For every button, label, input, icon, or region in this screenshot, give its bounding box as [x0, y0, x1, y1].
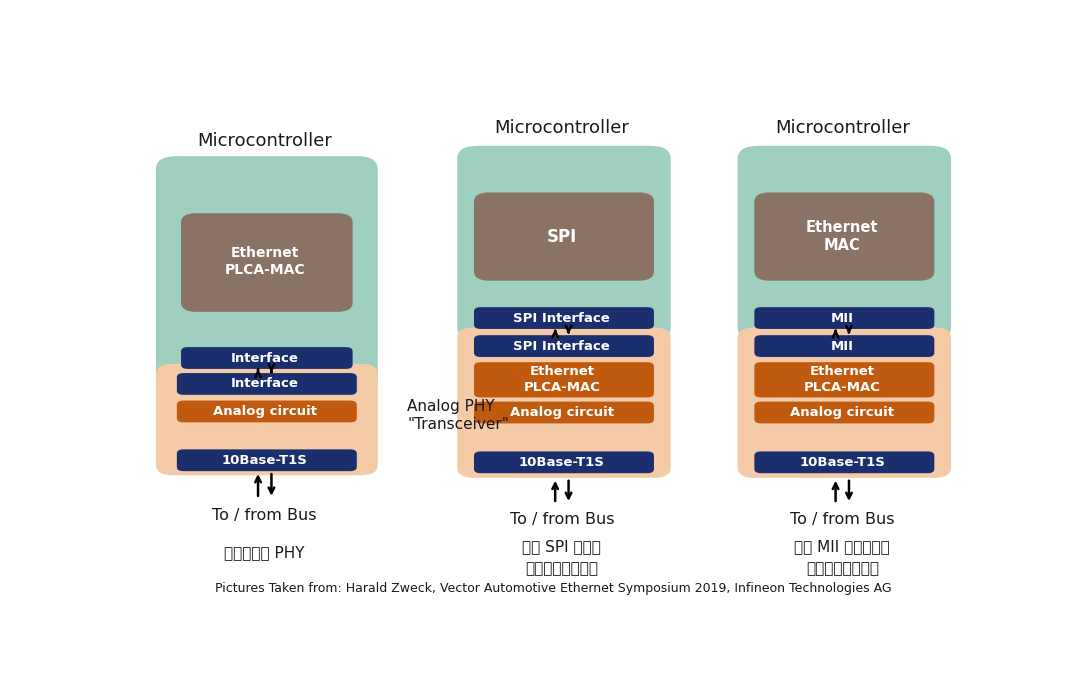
FancyBboxPatch shape	[457, 146, 671, 340]
Text: Analog PHY
"Transceiver": Analog PHY "Transceiver"	[407, 399, 509, 433]
Text: 处理器集成 PHY: 处理器集成 PHY	[225, 546, 305, 561]
FancyBboxPatch shape	[177, 450, 356, 471]
Text: 通过 MII 标准接口与
专用收发芯片连接: 通过 MII 标准接口与 专用收发芯片连接	[795, 539, 890, 576]
FancyBboxPatch shape	[156, 156, 378, 392]
FancyBboxPatch shape	[754, 307, 934, 329]
FancyBboxPatch shape	[181, 347, 352, 369]
Text: Analog circuit: Analog circuit	[213, 405, 316, 418]
Text: MII: MII	[831, 311, 854, 325]
FancyBboxPatch shape	[474, 452, 653, 473]
FancyBboxPatch shape	[738, 146, 951, 340]
Text: Pictures Taken from: Harald Zweck, Vector Automotive Ethernet Symposium 2019, In: Pictures Taken from: Harald Zweck, Vecto…	[215, 582, 892, 595]
Text: Ethernet
PLCA-MAC: Ethernet PLCA-MAC	[524, 365, 600, 394]
FancyBboxPatch shape	[754, 452, 934, 473]
Text: Microcontroller: Microcontroller	[774, 119, 909, 137]
FancyBboxPatch shape	[474, 307, 653, 329]
FancyBboxPatch shape	[754, 193, 934, 280]
FancyBboxPatch shape	[474, 362, 653, 398]
FancyBboxPatch shape	[474, 402, 653, 423]
Text: To / from Bus: To / from Bus	[789, 512, 894, 527]
FancyBboxPatch shape	[474, 335, 653, 357]
Text: Ethernet
PLCA-MAC: Ethernet PLCA-MAC	[804, 365, 880, 394]
Text: Interface: Interface	[231, 352, 299, 365]
Text: Microcontroller: Microcontroller	[198, 131, 333, 150]
Text: To / from Bus: To / from Bus	[213, 508, 318, 523]
FancyBboxPatch shape	[474, 193, 653, 280]
Text: To / from Bus: To / from Bus	[510, 512, 615, 527]
FancyBboxPatch shape	[738, 328, 951, 478]
Text: Analog circuit: Analog circuit	[791, 406, 894, 419]
Text: Interface: Interface	[231, 377, 299, 390]
FancyBboxPatch shape	[754, 402, 934, 423]
Text: 10Base-T1S: 10Base-T1S	[518, 456, 605, 469]
FancyBboxPatch shape	[754, 335, 934, 357]
FancyBboxPatch shape	[457, 328, 671, 478]
Text: 通过 SPI 接口与
专用收发芯片连接: 通过 SPI 接口与 专用收发芯片连接	[523, 539, 602, 576]
Text: Ethernet
PLCA-MAC: Ethernet PLCA-MAC	[225, 246, 305, 277]
Text: Analog circuit: Analog circuit	[510, 406, 613, 419]
Text: 10Base-T1S: 10Base-T1S	[221, 454, 308, 467]
Text: Microcontroller: Microcontroller	[495, 119, 630, 137]
FancyBboxPatch shape	[156, 364, 378, 475]
Text: 10Base-T1S: 10Base-T1S	[799, 456, 886, 469]
Text: SPI Interface: SPI Interface	[513, 311, 610, 325]
Text: MII: MII	[831, 340, 854, 353]
Text: SPI Interface: SPI Interface	[513, 340, 610, 353]
FancyBboxPatch shape	[177, 373, 356, 395]
Text: SPI: SPI	[546, 228, 577, 245]
FancyBboxPatch shape	[181, 213, 352, 312]
Text: Ethernet
MAC: Ethernet MAC	[806, 220, 878, 253]
FancyBboxPatch shape	[754, 362, 934, 398]
FancyBboxPatch shape	[177, 400, 356, 423]
